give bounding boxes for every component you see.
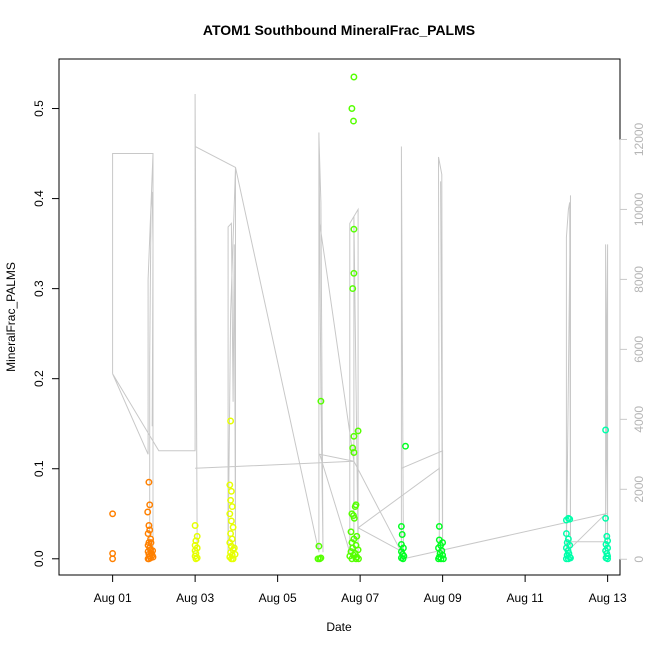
- y-tick-label: 0.5: [32, 100, 46, 117]
- data-point: [350, 225, 358, 233]
- y2-tick-label: 12000: [632, 122, 646, 156]
- data-point: [228, 503, 236, 511]
- x-axis-label: Date: [326, 620, 352, 634]
- data-point: [349, 285, 357, 293]
- data-point: [399, 555, 407, 563]
- data-point: [146, 526, 154, 534]
- x-axis: Aug 01 Aug 03 Aug 05 Aug 07 Aug 09 Aug 11 Aug …: [94, 574, 627, 605]
- data-point: [146, 501, 154, 509]
- y2-tick-label: 0: [632, 556, 646, 563]
- data-point: [354, 427, 362, 435]
- x-tick-label: Aug 05: [259, 591, 297, 605]
- data-point: [398, 531, 406, 538]
- data-point: [144, 530, 152, 538]
- data-point: [351, 503, 359, 511]
- data-point: [402, 442, 409, 450]
- data-point: [229, 523, 237, 531]
- data-point: [149, 553, 157, 561]
- data-point: [147, 535, 155, 543]
- data-point: [604, 537, 612, 545]
- y2-tick-label: 10000: [632, 192, 646, 226]
- data-points: [109, 73, 612, 563]
- data-point: [191, 522, 199, 529]
- data-point: [603, 532, 611, 540]
- x-tick-label: Aug 03: [176, 591, 214, 605]
- altitude-trace: [112, 93, 609, 560]
- data-point: [227, 496, 235, 504]
- y-tick-label: 0.3: [32, 280, 46, 297]
- data-point: [227, 417, 235, 425]
- data-point: [192, 537, 200, 545]
- data-point: [350, 117, 357, 125]
- x-tick-label: Aug 09: [424, 591, 462, 605]
- data-point: [566, 515, 574, 523]
- x-tick-label: Aug 01: [94, 591, 132, 605]
- data-point: [346, 552, 354, 560]
- data-point: [231, 550, 239, 558]
- data-point: [347, 528, 355, 536]
- data-point: [439, 555, 447, 563]
- data-point: [145, 522, 153, 529]
- data-point: [147, 539, 155, 547]
- data-point: [350, 449, 358, 456]
- data-point: [317, 397, 325, 405]
- data-point: [227, 487, 235, 495]
- chart-title: ATOM1 Southbound MineralFrac_PALMS: [203, 22, 475, 38]
- y-axis-label: MineralFrac_PALMS: [4, 262, 18, 372]
- y2-tick-label: 6000: [632, 336, 646, 363]
- data-point: [437, 555, 445, 563]
- data-point: [149, 547, 157, 555]
- data-point: [226, 481, 234, 489]
- data-point: [348, 105, 356, 112]
- y2-tick-label: 2000: [632, 476, 646, 503]
- data-point: [109, 549, 117, 557]
- x-tick-label: Aug 07: [341, 591, 379, 605]
- x-tick-label: Aug 11: [507, 591, 544, 605]
- data-point: [227, 517, 235, 525]
- data-point: [350, 514, 358, 522]
- data-point: [144, 508, 152, 516]
- data-point: [435, 522, 443, 530]
- data-point: [602, 540, 610, 548]
- data-point: [109, 510, 117, 518]
- y2-axis: 0 2000 4000 6000 8000 10000 12000: [619, 122, 646, 563]
- data-point: [192, 555, 200, 563]
- data-point: [226, 539, 234, 547]
- data-point: [317, 554, 325, 562]
- data-point: [145, 478, 153, 486]
- data-point: [352, 555, 360, 563]
- y-tick-label: 0.2: [32, 370, 46, 387]
- data-point: [226, 510, 234, 518]
- y2-tick-label: 8000: [632, 266, 646, 293]
- y-tick-label: 0.4: [32, 190, 46, 207]
- y-axis: 0.0 0.1 0.2 0.3 0.4 0.5: [32, 100, 60, 567]
- data-point: [602, 426, 610, 434]
- data-point: [564, 535, 572, 543]
- data-point: [602, 514, 610, 522]
- y-tick-label: 0.1: [32, 460, 46, 477]
- data-point: [350, 432, 358, 440]
- data-point: [604, 555, 612, 563]
- x-tick-label: Aug 13: [589, 591, 627, 605]
- data-point: [315, 542, 323, 550]
- data-point: [350, 269, 358, 277]
- data-point: [230, 544, 238, 552]
- data-point: [397, 522, 405, 530]
- data-point: [355, 555, 362, 563]
- y2-tick-label: 4000: [632, 406, 646, 433]
- data-point: [109, 555, 117, 563]
- y-tick-label: 0.0: [32, 550, 46, 567]
- plot-frame: [58, 58, 621, 576]
- data-point: [567, 554, 574, 562]
- altitude-line: [112, 93, 609, 560]
- data-point: [350, 73, 358, 81]
